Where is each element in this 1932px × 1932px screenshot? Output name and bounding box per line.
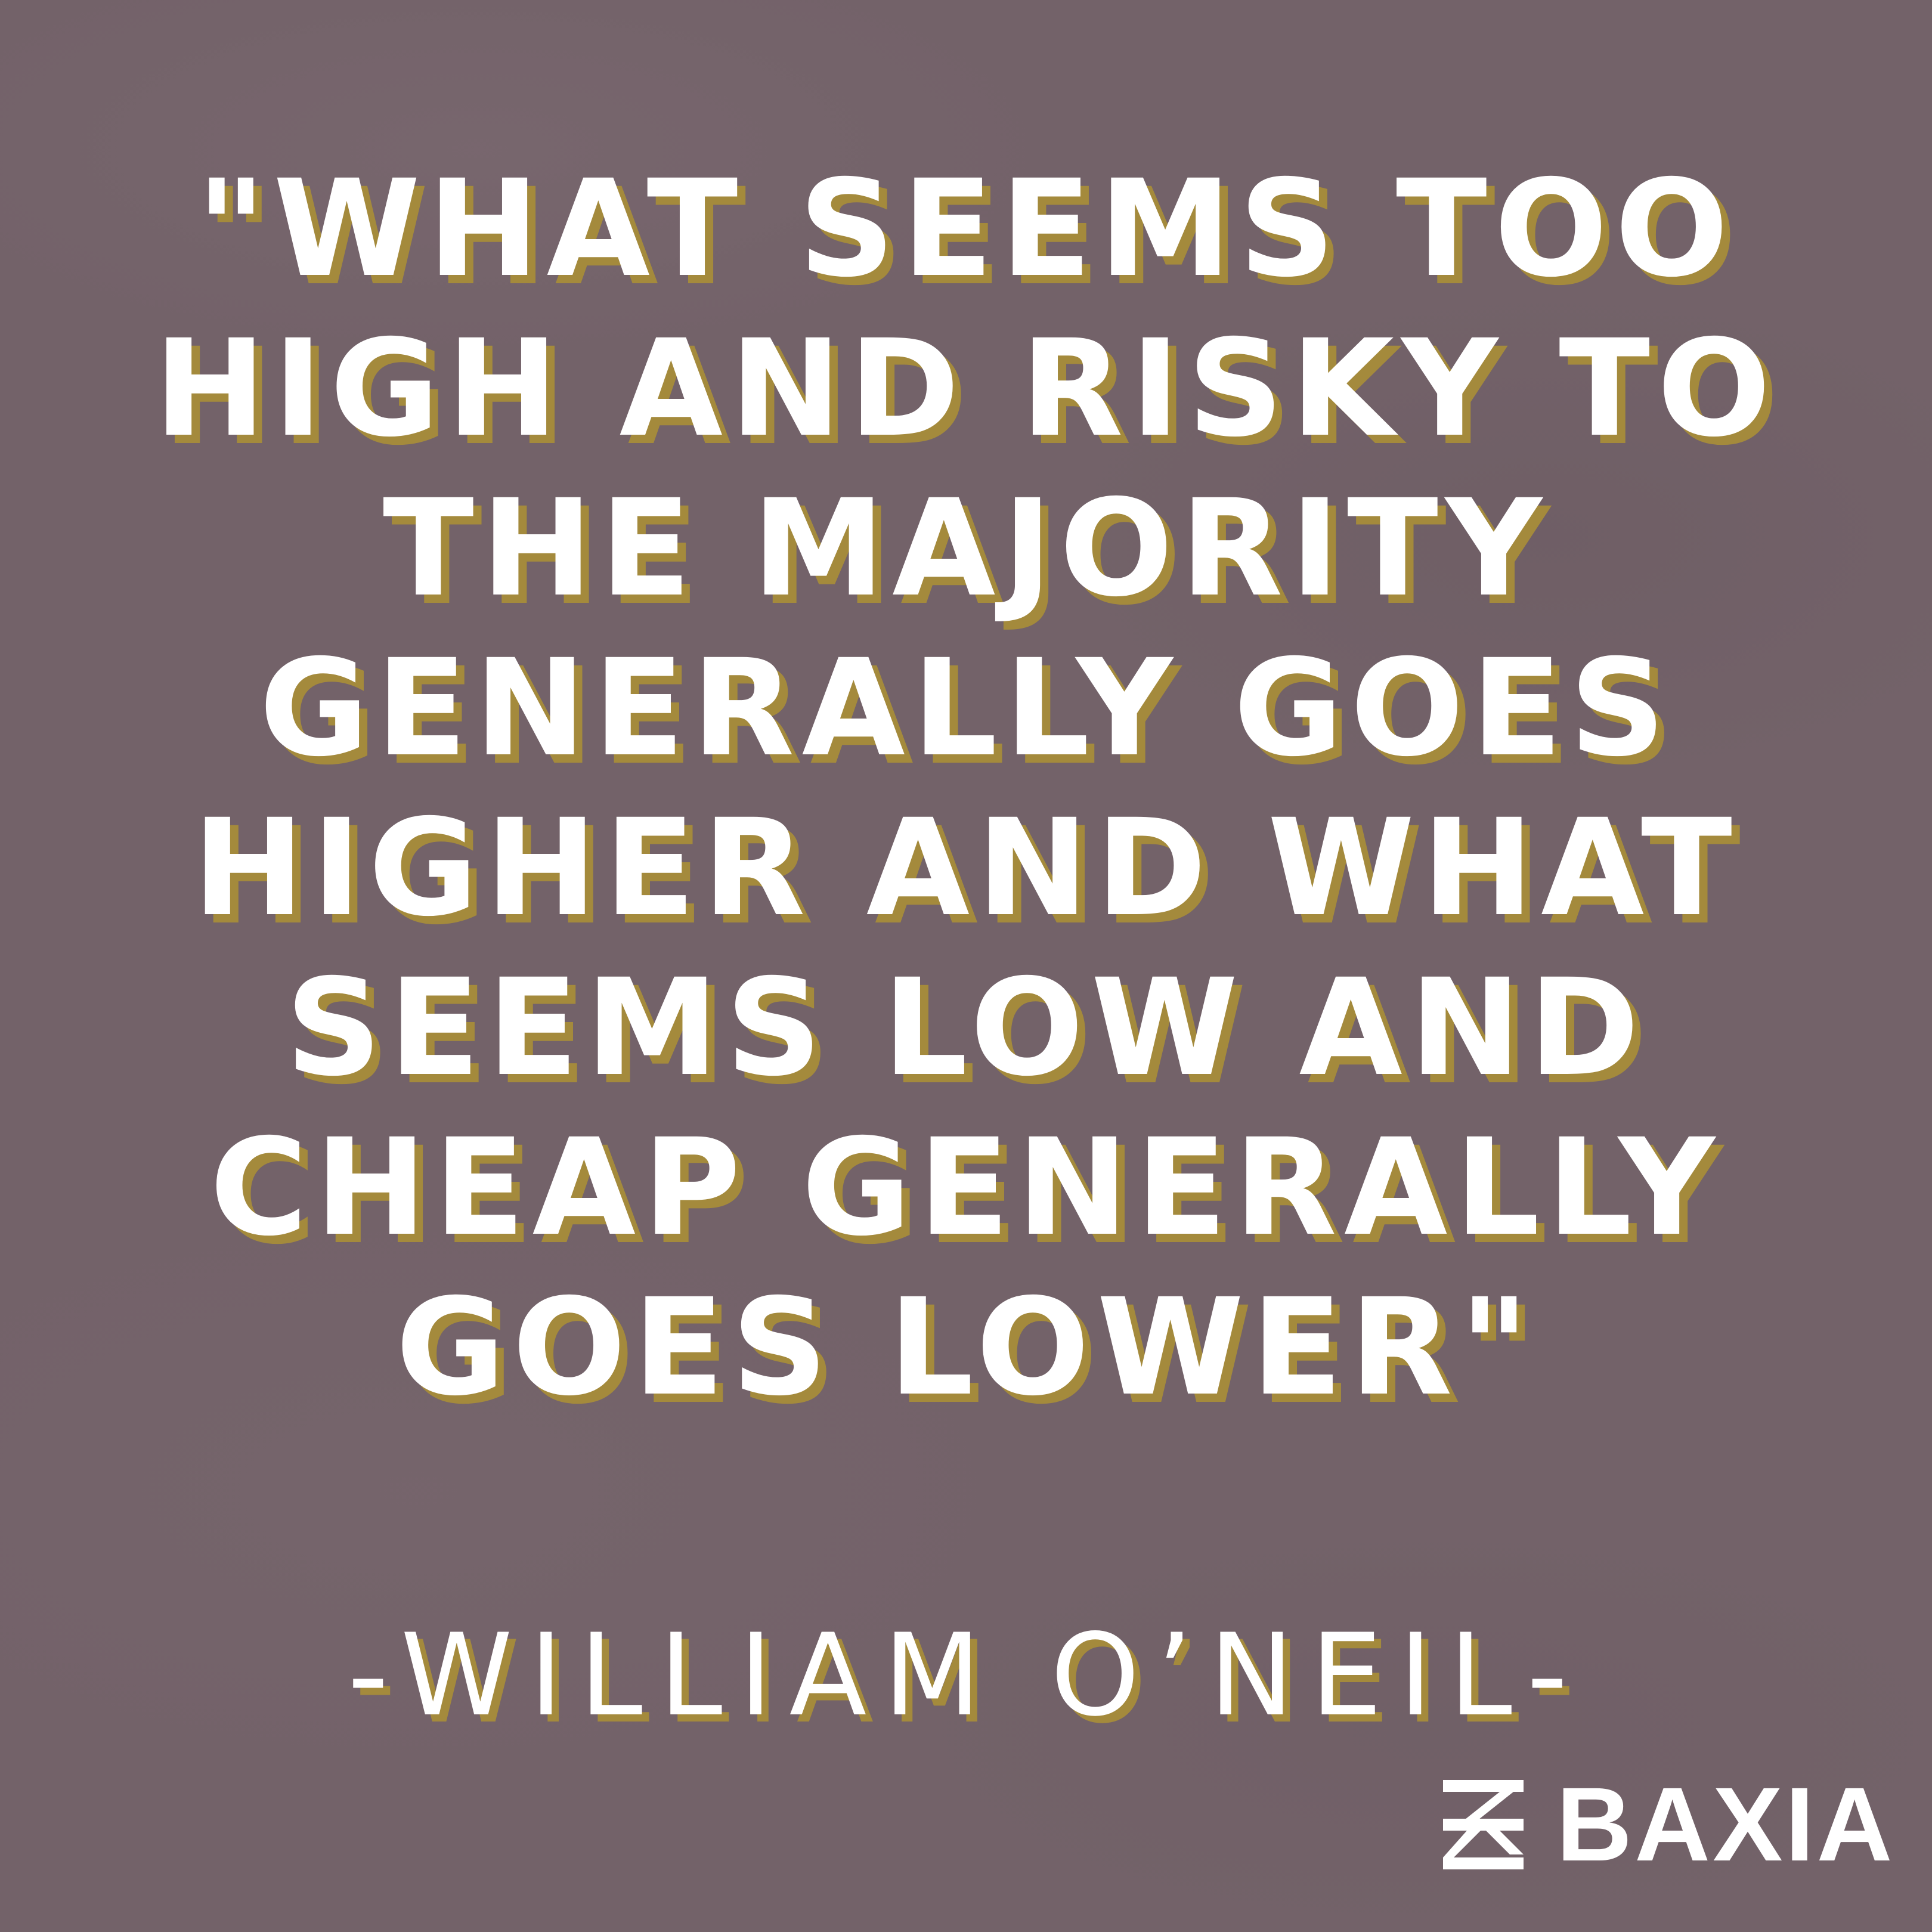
quote-text: "WHAT SEEMS TOO HIGH AND RISKY TO THE MA… xyxy=(0,149,1932,1428)
quote-line: HIGHER AND WHAT xyxy=(193,790,1739,946)
quote-line: SEEMS LOW AND xyxy=(285,950,1647,1106)
quote-line: GENERALLY GOES xyxy=(259,630,1673,786)
quote-line: CHEAP GENERALLY xyxy=(209,1110,1723,1265)
quote-attribution: -WILLIAM O’NEIL- xyxy=(347,1609,1585,1741)
brand-logo: BAXIA xyxy=(1443,1766,1895,1883)
quote-line: HIGH AND RISKY TO xyxy=(154,311,1778,466)
quote-line: GOES LOWER" xyxy=(395,1270,1537,1425)
quote-line: THE MAJORITY xyxy=(382,470,1550,626)
quote-line: "WHAT SEEMS TOO xyxy=(196,151,1736,306)
baxia-logo-mark-icon xyxy=(1443,1780,1524,1869)
brand-name: BAXIA xyxy=(1556,1766,1895,1883)
